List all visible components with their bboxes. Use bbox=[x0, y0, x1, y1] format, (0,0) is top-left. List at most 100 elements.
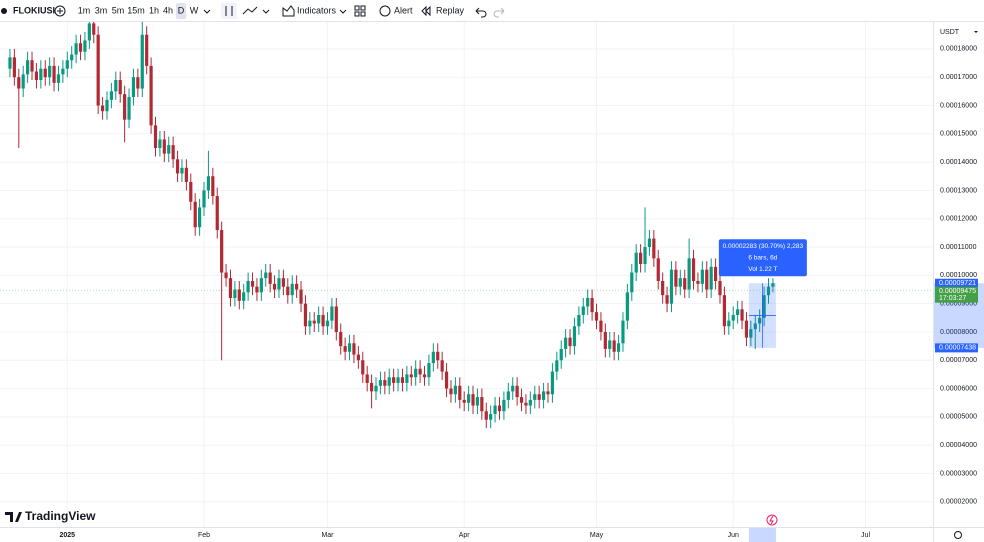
add-icon bbox=[57, 8, 63, 14]
y-tick-label: 0.00003000 bbox=[940, 470, 977, 477]
candle-body bbox=[330, 306, 334, 321]
y-tick-label: 0.00002000 bbox=[940, 499, 977, 506]
candle-body bbox=[528, 399, 532, 406]
candle-body bbox=[171, 145, 175, 160]
candle-body bbox=[206, 176, 211, 191]
candle-body bbox=[736, 309, 740, 315]
candle-body bbox=[758, 317, 762, 324]
candle-body bbox=[625, 292, 629, 321]
currency-dropdown[interactable] bbox=[974, 31, 978, 33]
candle-body bbox=[449, 388, 453, 395]
candle-body bbox=[317, 314, 321, 324]
candle-body bbox=[647, 238, 652, 248]
interval[interactable]: 3m bbox=[95, 5, 108, 15]
chart-type[interactable] bbox=[221, 3, 237, 19]
dropdown[interactable] bbox=[339, 9, 347, 14]
candle-body bbox=[590, 297, 594, 313]
candle-body bbox=[559, 348, 563, 361]
candle-body bbox=[109, 91, 113, 100]
events-icon[interactable] bbox=[766, 514, 778, 526]
interval[interactable]: D bbox=[178, 5, 185, 15]
currency[interactable]: USDT bbox=[940, 29, 960, 36]
interval[interactable]: W bbox=[190, 5, 199, 15]
candle-body bbox=[100, 105, 105, 112]
y-tick-label: 0.00010000 bbox=[940, 272, 977, 279]
alert-icon bbox=[379, 5, 391, 17]
candle-body bbox=[189, 181, 193, 202]
replay-button[interactable]: Replay bbox=[436, 5, 465, 15]
candle-body bbox=[634, 252, 638, 273]
redo[interactable] bbox=[493, 7, 505, 18]
candle-body bbox=[550, 371, 555, 395]
candle-body bbox=[145, 34, 149, 66]
undo[interactable] bbox=[475, 7, 487, 18]
candle-body bbox=[96, 34, 100, 106]
candle-body bbox=[246, 281, 250, 293]
interval[interactable]: 4h bbox=[163, 5, 173, 15]
candle-body bbox=[21, 74, 25, 89]
candle-body bbox=[312, 320, 316, 324]
candle-body bbox=[286, 286, 290, 296]
y-tick-label: 0.00007000 bbox=[940, 357, 977, 364]
candle-body bbox=[281, 278, 285, 287]
line-icon[interactable] bbox=[242, 6, 258, 15]
symbol-icon bbox=[1, 8, 7, 14]
candle-body bbox=[436, 351, 440, 361]
candle-body bbox=[140, 34, 144, 89]
price-label: 0.00007438 bbox=[939, 345, 976, 352]
add-symbol[interactable] bbox=[54, 5, 66, 17]
candle-body bbox=[519, 397, 524, 403]
candle-body bbox=[467, 394, 471, 403]
candle-body bbox=[215, 196, 219, 231]
candle-body bbox=[162, 139, 166, 154]
interval[interactable]: 5m bbox=[112, 5, 125, 15]
candle-body bbox=[546, 391, 550, 395]
alert-button[interactable]: Alert bbox=[394, 5, 413, 15]
interval-active bbox=[176, 3, 186, 19]
candle-body bbox=[405, 374, 409, 383]
candle-body bbox=[198, 207, 202, 228]
candle-body bbox=[361, 360, 365, 375]
candle-body bbox=[616, 343, 621, 352]
layouts-icon[interactable] bbox=[354, 5, 366, 17]
candle-body bbox=[678, 278, 682, 287]
candle-body bbox=[572, 326, 577, 347]
candle-body bbox=[92, 23, 96, 35]
candle-body bbox=[48, 65, 52, 78]
candle-body bbox=[515, 385, 519, 398]
dropdown[interactable] bbox=[203, 9, 211, 14]
symbol[interactable]: FLOKIUSI bbox=[13, 5, 55, 15]
candle-body bbox=[308, 320, 312, 327]
interval[interactable]: 1h bbox=[149, 5, 159, 15]
x-tick-label: Jul bbox=[861, 532, 870, 539]
candle-body bbox=[78, 43, 83, 52]
candle-body bbox=[687, 258, 691, 290]
candle-body bbox=[709, 266, 713, 290]
candle-body bbox=[114, 80, 118, 92]
candle-body bbox=[652, 238, 656, 259]
measure-tooltip bbox=[718, 239, 807, 277]
candle-body bbox=[299, 289, 303, 304]
candle-body bbox=[541, 391, 546, 400]
candle-body bbox=[444, 371, 449, 389]
indicators-button[interactable]: Indicators bbox=[297, 5, 337, 15]
interval[interactable]: 1m bbox=[78, 5, 91, 15]
candle-body bbox=[537, 394, 541, 400]
candle-body bbox=[471, 394, 475, 406]
candle-body bbox=[555, 360, 559, 372]
settings-icon[interactable] bbox=[954, 531, 962, 539]
measure-text: Vol 1.22 T bbox=[748, 266, 777, 273]
candle-body bbox=[440, 360, 444, 372]
candle-body bbox=[347, 343, 352, 352]
measure-text: 0.00002283 (30.70%) 2,283 bbox=[723, 243, 804, 250]
interval[interactable]: 15m bbox=[127, 5, 145, 15]
candle-body bbox=[383, 380, 387, 386]
candle-body bbox=[180, 167, 184, 174]
candle-body bbox=[268, 272, 272, 284]
candle-body bbox=[131, 77, 136, 98]
dropdown[interactable] bbox=[262, 9, 270, 14]
candle-body bbox=[202, 190, 206, 208]
candle-body bbox=[259, 278, 263, 293]
candle-body bbox=[497, 405, 502, 412]
price-label: 0.00009721 bbox=[939, 280, 976, 287]
